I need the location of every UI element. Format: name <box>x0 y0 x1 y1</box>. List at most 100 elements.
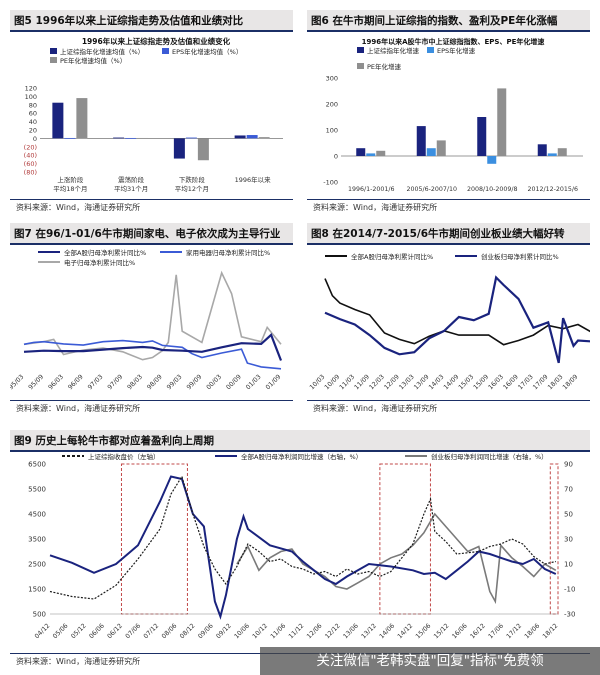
fig5-ytick: 0 <box>33 135 37 143</box>
fig6-chart-title: 1996年以来A股牛市中上证综指指数、EPS、PE年化增速 <box>362 37 545 46</box>
fig9-xtick: 06/06 <box>88 622 106 640</box>
fig9-xtick: 04/12 <box>34 622 52 640</box>
fig5-bar-2-1 <box>137 137 149 139</box>
fig7-legend-1-label: 家用电器归母净利累计同比% <box>186 248 270 257</box>
fig8-xtick: 16/03 <box>487 373 505 391</box>
fig7-xtick: 01/09 <box>265 373 283 391</box>
figure-6-chart: 1996年以来A股牛市中上证综指指数、EPS、PE年化增速 上证综指年化增速 EPS… <box>307 32 590 200</box>
fig8-xtick: 12/03 <box>368 373 386 391</box>
fig9-series-2 <box>236 512 557 605</box>
fig6-legend-2-label: PE年化增速 <box>367 62 402 71</box>
fig6-legend-0-swatch <box>357 47 364 53</box>
fig7-legend-0-label: 全部A股归母净利累计同比% <box>64 248 146 257</box>
fig9-ytick-left: 5500 <box>28 486 46 494</box>
fig9-xtick: 16/12 <box>469 622 487 640</box>
figure-9-header: 图9 历史上每轮牛市都对应着盈利向上周期 <box>10 430 590 452</box>
fig5-ytick: (80) <box>24 169 37 177</box>
fig6-bar-1-0 <box>366 153 376 156</box>
fig5-xtick: 平均18个月 <box>53 184 87 193</box>
fig5-bar-1-3 <box>246 135 258 139</box>
fig7-series-1 <box>23 339 282 370</box>
fig9-legend-2-label: 创业板归母净利润同比增速（右轴，%） <box>431 452 548 461</box>
watermark-banner: 关注微信"老韩实盘"回复"指标"免费领 <box>260 647 600 675</box>
fig9-xtick: 14/06 <box>378 622 396 640</box>
fig9-xtick: 05/12 <box>70 622 88 640</box>
fig5-xtick: 震荡阶段 <box>118 175 145 184</box>
fig6-bar-0-2 <box>477 117 487 156</box>
fig5-ytick: 60 <box>29 110 37 118</box>
fig9-xtick: 12/12 <box>324 622 342 640</box>
fig9-ytick-left: 6500 <box>28 461 46 469</box>
fig5-ytick: (40) <box>24 152 37 160</box>
fig9-xtick: 06/12 <box>106 622 124 640</box>
fig9-ytick-right: 10 <box>564 561 573 569</box>
fig6-legend-2-swatch <box>357 63 364 69</box>
fig8-xtick: 17/09 <box>532 373 550 391</box>
fig8-xtick: 12/09 <box>383 373 401 391</box>
fig9-legend-1-label: 全部A股归母净利润同比增速（右轴，%） <box>241 452 362 461</box>
fig5-legend-1-swatch <box>162 48 169 54</box>
fig8-series-0 <box>324 278 590 346</box>
fig8-legend-1-label: 创业板归母净利累计同比% <box>481 252 559 261</box>
fig6-bar-2-2 <box>497 88 507 156</box>
figure-6-panel: 图6 在牛市期间上证综指的指数、盈利及PE年化涨幅 1996年以来A股牛市中上证… <box>307 10 590 214</box>
fig5-bar-0-2 <box>173 138 185 159</box>
fig9-xtick: 08/06 <box>161 622 179 640</box>
fig7-xtick: 98/09 <box>146 373 164 391</box>
fig6-ytick: 300 <box>326 75 338 83</box>
figure-6-rule <box>307 199 590 200</box>
fig9-ytick-right: 30 <box>564 536 573 544</box>
figure-9-svg: 500 1500 2500 3500 4500 5500 6500 -30 -10 10 30 50 7… <box>28 452 575 640</box>
fig7-xtick: 98/03 <box>126 373 144 391</box>
figure-8-header: 图8 在2014/7-2015/6牛市期间创业板业绩大幅好转 <box>307 223 590 245</box>
fig9-bull-period-0 <box>120 463 188 615</box>
fig5-bar-0-0 <box>52 102 64 139</box>
fig8-series-1 <box>324 275 590 364</box>
figure-6-source: 资料来源：Wind，海通证券研究所 <box>313 203 438 212</box>
fig8-xtick: 10/09 <box>324 373 342 391</box>
fig5-legend-0-label: 上证综指年化增速均值（%） <box>60 47 144 56</box>
fig6-legend-0-label: 上证综指年化增速 <box>367 46 420 55</box>
fig7-legend-2-label: 电子归母净利累计同比% <box>64 258 135 267</box>
fig9-bull-period-1 <box>379 463 431 615</box>
fig5-legend-2-label: PE年化增速均值（%） <box>60 56 126 65</box>
fig6-bar-0-1 <box>416 126 426 156</box>
fig5-bar-1-0 <box>64 137 76 139</box>
fig8-xtick: 18/03 <box>547 373 565 391</box>
fig5-ytick: 80 <box>29 101 37 109</box>
fig7-xtick: 97/09 <box>106 373 124 391</box>
fig9-xtick: 17/12 <box>505 622 523 640</box>
fig9-xtick: 12/06 <box>306 622 324 640</box>
fig7-xtick: 01/03 <box>245 373 263 391</box>
fig7-xtick: 95/03 <box>10 373 25 391</box>
fig6-bar-1-2 <box>487 156 497 164</box>
fig9-ytick-right: 50 <box>564 511 573 519</box>
fig5-ytick: 20 <box>29 127 37 135</box>
fig9-xtick: 10/12 <box>251 622 269 640</box>
fig9-ytick-left: 4500 <box>28 511 46 519</box>
fig7-xtick: 00/09 <box>225 373 243 391</box>
figure-8-rule <box>307 400 590 401</box>
fig6-xtick: 1996/1-2001/6 <box>348 186 395 193</box>
fig9-ytick-left: 500 <box>33 611 46 619</box>
fig7-xtick: 00/03 <box>205 373 223 391</box>
fig5-xtick: 下跌阶段 <box>179 175 206 184</box>
fig6-bar-1-1 <box>426 148 436 156</box>
fig9-xtick: 18/06 <box>523 622 541 640</box>
fig8-xtick: 10/03 <box>309 373 327 391</box>
fig9-xtick: 18/12 <box>542 622 560 640</box>
fig9-ytick-right: -10 <box>564 586 575 594</box>
fig7-series-2 <box>23 270 282 361</box>
fig5-bar-2-3 <box>258 137 270 139</box>
fig9-ytick-left: 2500 <box>28 561 46 569</box>
figure-8-svg: 全部A股归母净利累计同比% 创业板归母净利累计同比% 10/0310/0911/03… <box>309 252 590 391</box>
figure-5-panel: 图5 1996年以来上证综指走势及估值和业绩对比 1996年以来上证综指走势及估… <box>10 10 293 214</box>
figure-7-svg: 全部A股归母净利累计同比% 家用电器归母净利累计同比% 电子归母净利累计同比% 95/… <box>10 248 283 391</box>
fig5-ytick: (20) <box>24 143 37 151</box>
fig9-xtick: 09/12 <box>215 622 233 640</box>
fig9-xtick: 07/06 <box>124 622 142 640</box>
fig5-xtick: 平均12个月 <box>175 184 209 193</box>
fig9-xtick: 11/12 <box>288 622 306 640</box>
fig6-xtick: 2008/10-2009/8 <box>467 186 518 193</box>
fig6-legend-1-label: EPS年化增速 <box>437 46 476 55</box>
